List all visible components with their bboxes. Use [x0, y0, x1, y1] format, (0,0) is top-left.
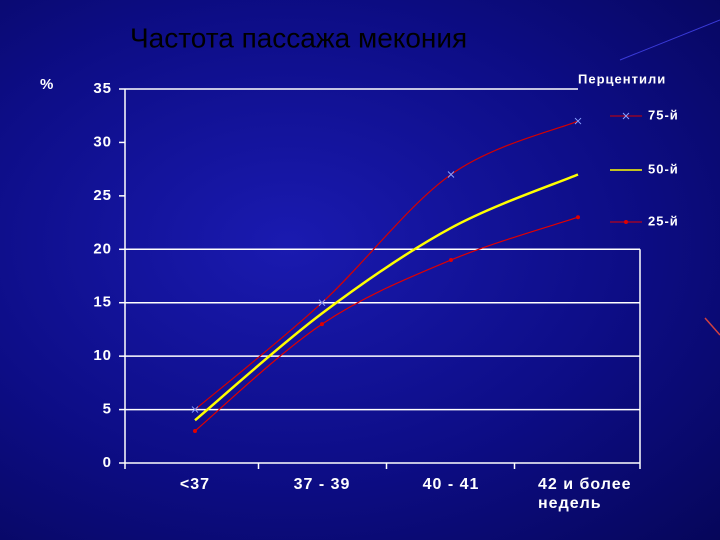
marker — [576, 215, 580, 220]
decoration — [619, 19, 720, 61]
decoration — [704, 317, 720, 336]
y-tick-label: 5 — [103, 401, 112, 418]
x-tick-label: <37 — [179, 476, 211, 493]
x-tick-label: 37 - 39 — [293, 476, 351, 493]
legend-label: 25-й — [648, 213, 679, 228]
legend-marker — [622, 112, 630, 120]
y-tick-label: 10 — [93, 347, 112, 364]
chart-title: Частота пассажа мекония — [130, 22, 467, 53]
legend-label: 50-й — [648, 161, 679, 176]
marker — [449, 257, 453, 262]
y-axis-label: % — [40, 76, 54, 93]
legend-label: 75-й — [648, 107, 679, 122]
series-line — [194, 120, 579, 411]
x-tick-label: 40 - 41 — [422, 476, 480, 493]
x-tick-label: 42 и более недель — [538, 476, 632, 512]
marker — [447, 171, 455, 178]
marker — [320, 322, 324, 327]
y-tick-label: 15 — [93, 294, 112, 311]
legend-title: Перцентили — [578, 71, 666, 86]
y-tick-label: 20 — [93, 240, 112, 257]
marker — [318, 299, 326, 307]
y-tick-label: 30 — [93, 133, 112, 150]
y-tick-label: 35 — [93, 80, 112, 97]
marker — [193, 428, 197, 433]
y-tick-label: 25 — [93, 187, 112, 204]
series-line — [194, 216, 579, 432]
marker — [191, 406, 199, 413]
series-line — [194, 173, 579, 422]
y-tick-label: 0 — [103, 454, 112, 471]
marker — [574, 117, 582, 125]
legend-marker — [624, 220, 628, 224]
